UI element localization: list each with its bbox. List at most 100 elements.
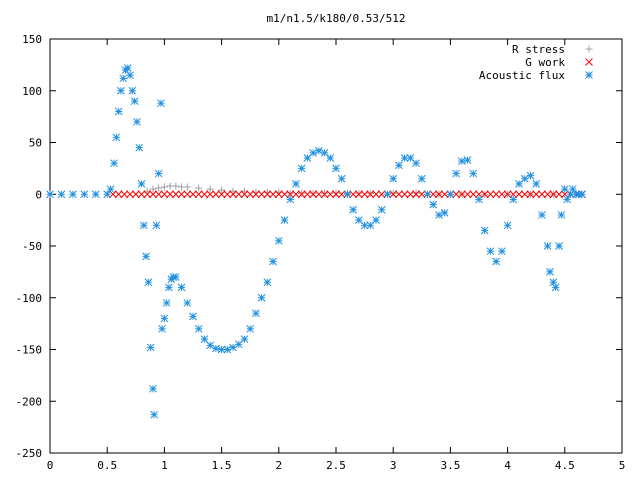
y-tick-label: -250 — [16, 447, 43, 460]
data-point — [412, 189, 420, 197]
data-point — [166, 190, 174, 199]
data-point — [320, 190, 329, 199]
data-point — [119, 74, 128, 83]
y-tick-label: 50 — [29, 137, 42, 150]
data-point — [551, 283, 560, 292]
legend-label: G work — [525, 56, 565, 69]
data-point — [475, 195, 483, 204]
data-point — [286, 195, 295, 204]
data-point — [297, 190, 306, 199]
data-point — [377, 205, 386, 214]
data-point — [372, 216, 380, 224]
data-point — [135, 143, 144, 152]
data-point — [269, 257, 277, 266]
data-point — [114, 190, 123, 199]
data-point — [549, 190, 558, 199]
series-acoustic-flux — [46, 64, 586, 419]
data-point — [112, 133, 121, 142]
data-point — [326, 190, 335, 199]
data-point — [343, 190, 352, 199]
data-point — [246, 190, 255, 199]
data-point — [143, 190, 152, 199]
data-point — [412, 159, 420, 168]
data-point — [538, 190, 546, 199]
data-point — [309, 190, 317, 199]
y-tick-label: -150 — [16, 344, 43, 357]
data-point — [546, 268, 554, 276]
data-point — [212, 190, 220, 199]
x-tick-label: 0 — [47, 459, 54, 472]
data-point — [286, 189, 294, 197]
data-point — [557, 211, 566, 219]
data-point — [80, 190, 89, 199]
data-point — [206, 190, 215, 199]
legend-marker — [585, 58, 593, 66]
data-point — [91, 190, 100, 199]
data-point — [200, 335, 209, 344]
data-point — [377, 190, 386, 199]
data-point — [263, 190, 272, 199]
data-point — [206, 341, 215, 350]
data-point — [452, 169, 460, 178]
data-point — [463, 190, 472, 199]
data-point — [486, 247, 495, 256]
data-point — [269, 190, 277, 199]
data-point — [152, 221, 161, 230]
data-point — [326, 154, 335, 162]
data-point — [498, 190, 506, 199]
data-point — [157, 99, 165, 108]
data-point — [160, 190, 169, 199]
legend-marker — [585, 71, 593, 79]
data-marks — [46, 64, 586, 419]
data-point — [183, 183, 191, 191]
data-point — [314, 190, 323, 199]
data-point — [395, 161, 403, 170]
data-point — [440, 209, 449, 217]
y-tick-label: -200 — [16, 395, 43, 408]
data-point — [389, 189, 397, 197]
data-point — [195, 184, 203, 192]
data-point — [69, 190, 77, 199]
data-point — [212, 344, 220, 353]
x-tick-label: 5 — [619, 459, 626, 472]
data-point — [137, 180, 146, 188]
data-point — [543, 242, 552, 250]
data-point — [194, 324, 203, 333]
x-tick-label: 3.5 — [440, 459, 460, 472]
data-point — [114, 107, 123, 116]
data-point — [252, 309, 260, 318]
data-point — [144, 278, 153, 287]
data-point — [217, 345, 226, 354]
data-point — [480, 226, 489, 235]
data-point — [280, 216, 289, 224]
data-point — [165, 283, 173, 292]
y-tick-label: -50 — [22, 240, 42, 253]
data-point — [117, 86, 125, 95]
data-point — [492, 257, 501, 266]
data-point — [246, 324, 255, 333]
x-tick-label: 1 — [161, 459, 168, 472]
data-point — [171, 190, 180, 199]
data-point — [162, 299, 171, 307]
data-point — [46, 190, 54, 199]
data-point — [137, 190, 146, 199]
data-point — [217, 190, 226, 199]
data-point — [154, 169, 163, 178]
data-point — [139, 221, 148, 230]
data-point — [355, 189, 363, 197]
data-point — [332, 189, 340, 197]
x-tick-label: 4.5 — [555, 459, 575, 472]
data-point — [240, 335, 249, 344]
data-point — [452, 190, 460, 199]
data-point — [155, 184, 163, 192]
data-point — [360, 190, 369, 199]
axis-ticks: 0 0.5 1 1.5 2 2.5 3 3.5 4 4.5 5 150 100 50 0 -50 -100 -15… — [16, 33, 626, 472]
data-point — [332, 190, 340, 199]
data-point — [526, 190, 535, 199]
data-point — [417, 190, 426, 199]
x-tick-label: 2 — [275, 459, 282, 472]
data-point — [297, 164, 306, 173]
data-point — [128, 86, 137, 95]
data-point — [257, 293, 266, 302]
